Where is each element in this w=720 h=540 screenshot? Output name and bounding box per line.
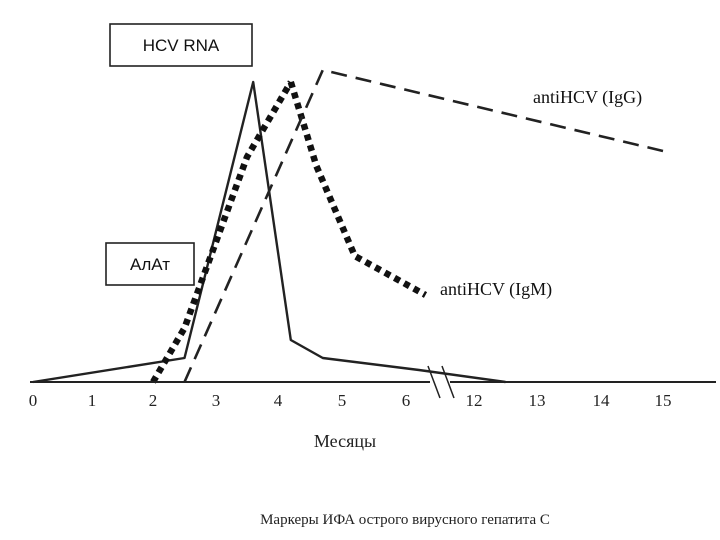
x-tick-label: 3: [212, 391, 221, 410]
x-tick-label: 15: [655, 391, 672, 410]
series-label: HCV RNA: [143, 36, 220, 55]
series-line-2: [287, 81, 428, 298]
axis-break-mark: [427, 365, 441, 399]
x-axis-title: Месяцы: [314, 431, 376, 451]
x-tick-label: 14: [593, 391, 611, 410]
series-line-3: [183, 68, 664, 383]
series-label: antiHCV (IgM): [440, 279, 552, 300]
series-label: antiHCV (IgG): [533, 87, 642, 108]
series-label-box: [105, 242, 195, 286]
chart-caption: Маркеры ИФА острого вирусного гепатита С: [260, 512, 550, 528]
x-tick-label: 1: [88, 391, 97, 410]
axis-layer: [30, 365, 716, 399]
series-line-0: [32, 80, 506, 384]
series-line-1: [150, 80, 294, 384]
series-label-box: [109, 23, 253, 67]
x-tick-label: 4: [274, 391, 283, 410]
x-tick-label: 12: [466, 391, 483, 410]
x-tick-label: 0: [29, 391, 38, 410]
series-layer: [32, 68, 664, 384]
x-tick-label: 2: [149, 391, 158, 410]
x-tick-label: 13: [529, 391, 546, 410]
x-tick-label: 6: [402, 391, 411, 410]
series-label: АлАт: [130, 255, 170, 274]
axis-break-mark: [441, 365, 455, 399]
x-tick-label: 5: [338, 391, 347, 410]
